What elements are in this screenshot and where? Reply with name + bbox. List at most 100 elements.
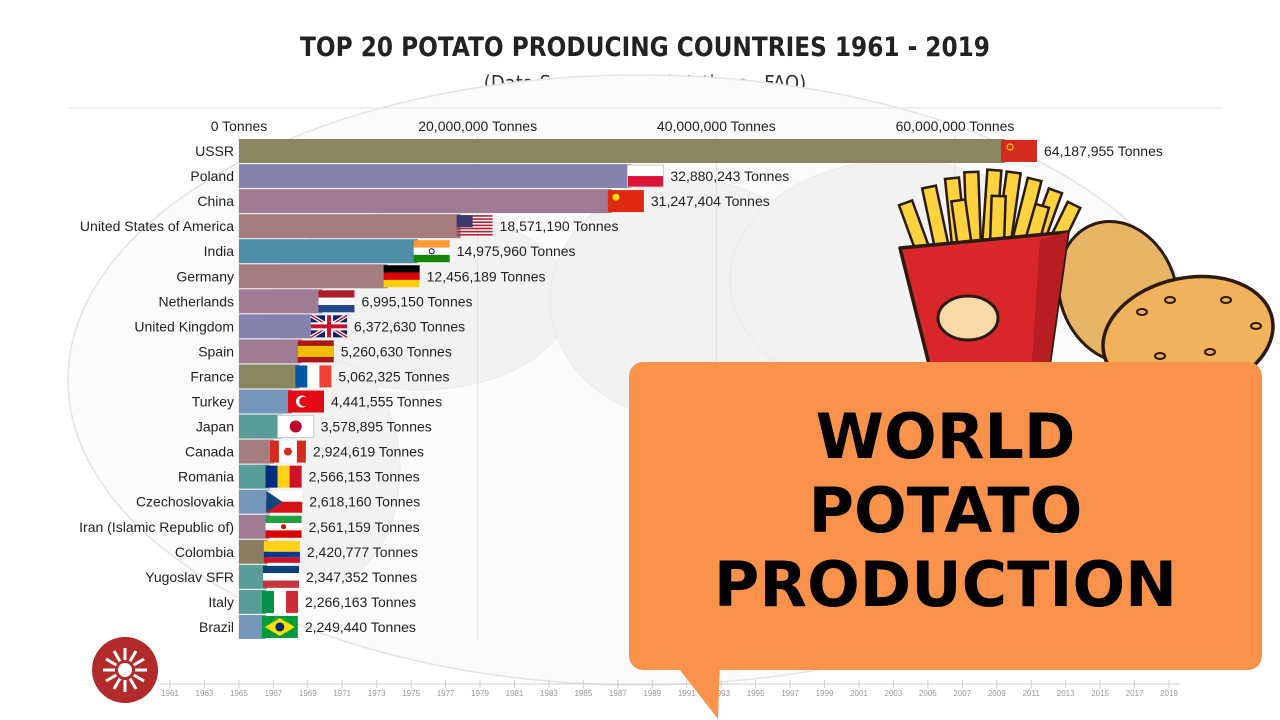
bar-row: Italy 2,266,163 Tonnes	[208, 589, 416, 614]
bar	[239, 514, 270, 539]
timeline-year-label: 2017	[1126, 689, 1144, 698]
bar-value-label: 31,247,404 Tonnes	[651, 193, 770, 209]
potato-eye	[1220, 296, 1232, 304]
bar-row: Turkey 4,441,555 Tonnes	[192, 389, 442, 414]
bar-value-label: 5,062,325 Tonnes	[338, 368, 449, 384]
flag-icon	[297, 340, 334, 363]
bar-value-label: 2,618,160 Tonnes	[309, 494, 420, 510]
timeline-year-label: 1991	[678, 689, 696, 698]
callout-line-3: PRODUCTION	[713, 548, 1178, 621]
bar	[239, 364, 300, 389]
bar-value-label: 2,420,777 Tonnes	[307, 544, 418, 560]
category-label: Poland	[190, 168, 234, 184]
category-label: Italy	[208, 594, 234, 610]
timeline-year-label: 1967	[264, 689, 282, 698]
timeline-year-label: 2011	[1023, 689, 1041, 698]
flag-icon	[266, 490, 303, 513]
bar-value-label: 6,372,630 Tonnes	[354, 318, 465, 334]
flag-icon	[263, 540, 300, 563]
timeline-year-label: 1977	[437, 689, 455, 698]
logo-ray	[112, 650, 122, 663]
bar-value-label: 2,924,619 Tonnes	[313, 444, 424, 460]
logo-ray	[128, 650, 138, 663]
bar-value-label: 64,187,955 Tonnes	[1044, 143, 1163, 159]
bar-value-label: 32,880,243 Tonnes	[670, 168, 789, 184]
bar-value-label: 12,456,189 Tonnes	[427, 268, 546, 284]
category-label: Brazil	[199, 619, 234, 635]
bar	[239, 264, 388, 289]
timeline-year-label: 1993	[712, 689, 730, 698]
bar-row: France 5,062,325 Tonnes	[190, 364, 449, 389]
bar-row: Romania 2,566,153 Tonnes	[178, 464, 420, 489]
flag-icon	[1001, 140, 1037, 162]
timeline-year-label: 1971	[333, 689, 351, 698]
axis-tick-label: 60,000,000 Tonnes	[896, 118, 1015, 134]
fries-carton-emblem	[936, 294, 1000, 342]
timeline-year-label: 1965	[230, 689, 248, 698]
category-label: Colombia	[175, 544, 234, 560]
bar-row: Poland 32,880,243 Tonnes	[190, 164, 789, 189]
bar-row: China 31,247,404 Tonnes	[197, 189, 770, 214]
category-label: Japan	[196, 419, 234, 435]
timeline-year-label: 2001	[850, 689, 868, 698]
flag-icon	[263, 565, 300, 588]
bar	[239, 564, 268, 589]
bar	[239, 589, 267, 614]
category-label: Turkey	[192, 394, 234, 410]
bar-value-label: 2,561,159 Tonnes	[309, 519, 420, 535]
timeline-year-label: 1983	[540, 689, 558, 698]
potato-eye	[1204, 348, 1216, 356]
timeline-year-label: 2019	[1160, 689, 1178, 698]
potato-eye	[1136, 308, 1148, 316]
category-label: Yugoslav SFR	[145, 569, 234, 585]
timeline-year-label: 2005	[919, 689, 937, 698]
logo-ray	[128, 677, 138, 690]
potato-eye	[1164, 296, 1176, 304]
timeline-year-label: 2009	[988, 689, 1006, 698]
category-label: China	[197, 193, 234, 209]
bar-value-label: 18,571,190 Tonnes	[500, 218, 619, 234]
logo-ray	[105, 657, 118, 667]
bar	[239, 314, 316, 339]
timeline-year-label: 1995	[747, 689, 765, 698]
callout-text: WORLD POTATO PRODUCTION	[629, 400, 1262, 622]
category-label: France	[190, 368, 234, 384]
bar	[239, 139, 1005, 163]
category-label: USSR	[195, 143, 234, 159]
logo-center	[118, 663, 132, 677]
chart-title: TOP 20 POTATO PRODUCING COUNTRIES 1961 -…	[300, 32, 990, 63]
logo-ray	[105, 673, 118, 683]
bar	[239, 214, 461, 239]
category-label: United States of America	[80, 218, 234, 234]
bar-row: Iran (Islamic Republic of) 2,561,159 Tonn…	[79, 514, 420, 539]
bar	[239, 189, 612, 214]
category-label: Spain	[198, 343, 234, 359]
bar-row: Brazil 2,249,440 Tonnes	[199, 614, 416, 639]
flag-icon	[295, 365, 332, 388]
bar-row: India 14,975,960 Tonnes	[204, 239, 576, 264]
bar	[239, 414, 282, 439]
bar-value-label: 6,995,150 Tonnes	[361, 293, 472, 309]
flag-icon	[456, 215, 493, 236]
potato-eye	[1250, 322, 1262, 330]
timeline-year-label: 1987	[609, 689, 627, 698]
flag-icon	[265, 465, 302, 488]
timeline-year-label: 2013	[1057, 689, 1075, 698]
bar	[239, 164, 632, 189]
timeline-year-label: 1969	[299, 689, 317, 698]
axis-tick-label: 20,000,000 Tonnes	[418, 118, 537, 134]
timeline-year-label: 1997	[781, 689, 799, 698]
bar-row: Japan 3,578,895 Tonnes	[196, 414, 432, 439]
flag-icon	[626, 164, 664, 188]
fries-carton-shade	[1030, 232, 1068, 390]
category-label: United Kingdom	[134, 318, 234, 334]
bar-value-label: 14,975,960 Tonnes	[457, 243, 576, 259]
timeline-year-label: 1963	[196, 689, 214, 698]
flag-icon	[383, 265, 420, 288]
logo-ray	[132, 657, 145, 667]
category-label: Iran (Islamic Republic of)	[79, 519, 234, 535]
bar-value-label: 2,347,352 Tonnes	[306, 569, 417, 585]
flag-icon	[607, 190, 644, 213]
bar-row: Netherlands 6,995,150 Tonnes	[159, 289, 473, 314]
flag-icon	[277, 415, 315, 439]
